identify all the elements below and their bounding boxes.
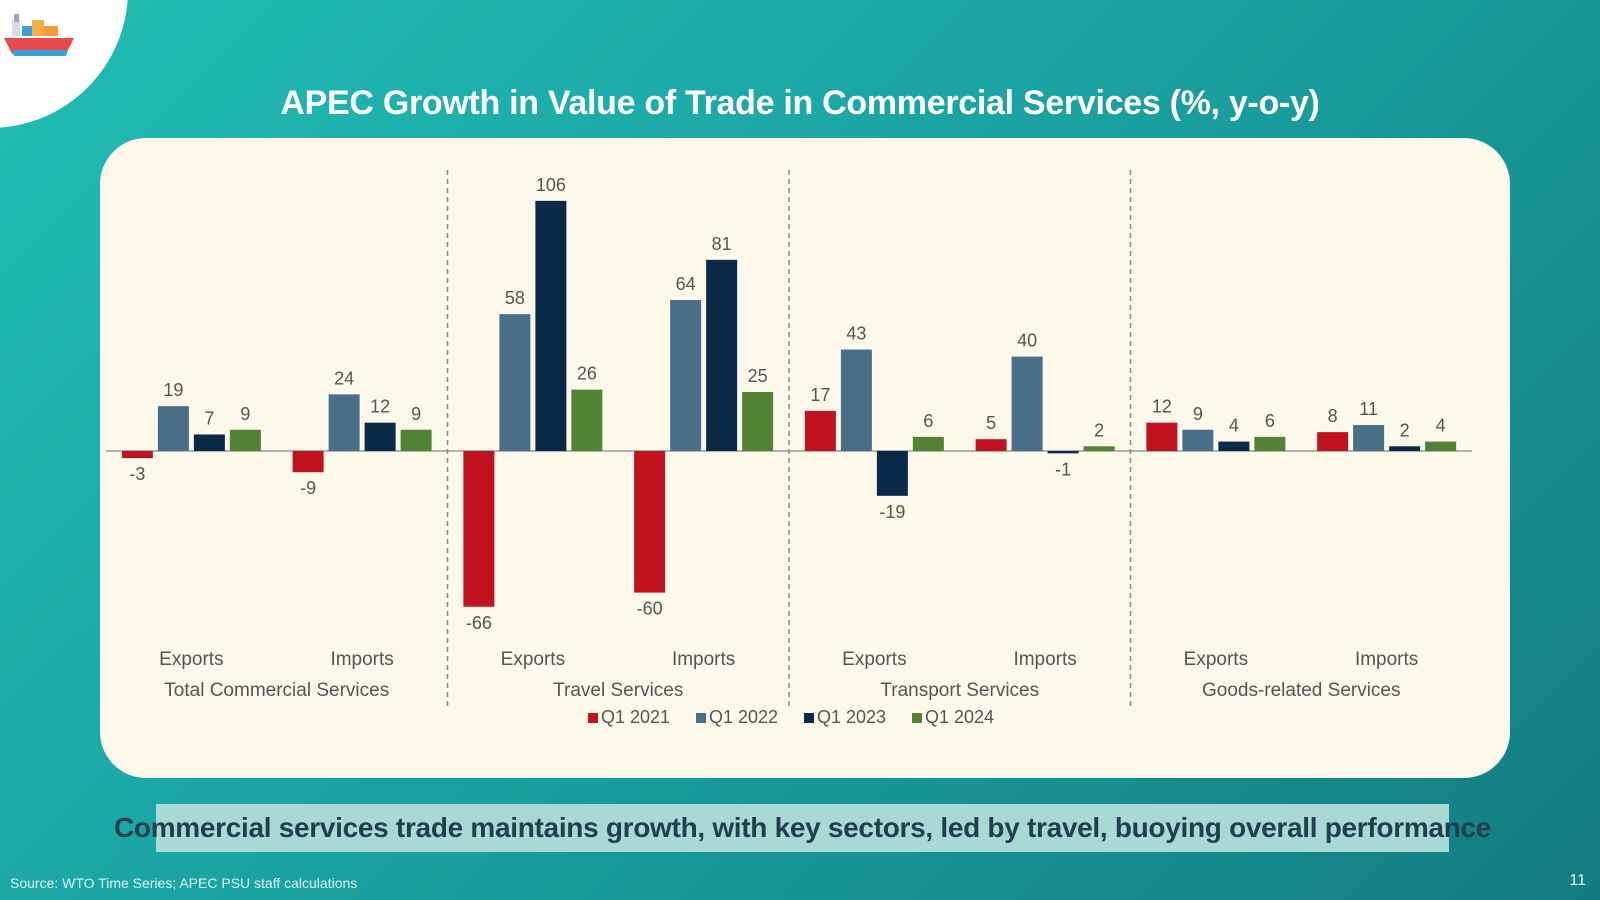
bar-q1-2023 bbox=[1218, 441, 1250, 451]
data-label: 9 bbox=[1193, 404, 1203, 424]
data-label: 6 bbox=[923, 411, 933, 431]
data-label: 81 bbox=[712, 234, 732, 254]
legend-swatch bbox=[588, 713, 598, 723]
bar-q1-2021 bbox=[804, 410, 836, 451]
legend-label: Q1 2024 bbox=[925, 707, 994, 727]
key-takeaway-banner: Commercial services trade maintains grow… bbox=[114, 804, 1491, 852]
category-label: Exports bbox=[501, 649, 565, 670]
bar-q1-2021 bbox=[463, 451, 495, 607]
category-label: Exports bbox=[159, 649, 223, 670]
bar-q1-2021 bbox=[975, 439, 1007, 451]
data-label: 106 bbox=[536, 175, 566, 195]
bar-q1-2021 bbox=[292, 451, 324, 473]
data-label: 5 bbox=[986, 413, 996, 433]
page-number: 11 bbox=[1569, 872, 1586, 889]
data-label: 11 bbox=[1359, 399, 1378, 419]
bar-q1-2024 bbox=[571, 389, 603, 451]
source-note: Source: WTO Time Series; APEC PSU staff … bbox=[10, 875, 358, 891]
bar-q1-2023 bbox=[535, 200, 567, 451]
category-label: Exports bbox=[1184, 649, 1248, 670]
data-label: 43 bbox=[846, 324, 866, 344]
bar-q1-2021 bbox=[634, 451, 666, 593]
legend-label: Q1 2021 bbox=[601, 707, 670, 727]
category-label: Imports bbox=[330, 649, 393, 670]
bar-q1-2022 bbox=[499, 314, 531, 451]
bar-q1-2024 bbox=[1083, 446, 1115, 451]
data-label: -1 bbox=[1055, 459, 1071, 479]
legend-swatch bbox=[804, 713, 814, 723]
bar-q1-2022 bbox=[840, 349, 872, 451]
group-label: Travel Services bbox=[553, 680, 683, 701]
bar-q1-2024 bbox=[229, 429, 261, 451]
data-label: 12 bbox=[1152, 397, 1172, 417]
data-label: 7 bbox=[204, 408, 214, 428]
data-label: -66 bbox=[466, 613, 492, 633]
data-label: 6 bbox=[1265, 411, 1275, 431]
bar-q1-2024 bbox=[400, 429, 432, 451]
bar-q1-2022 bbox=[157, 406, 189, 451]
data-label: -3 bbox=[129, 464, 145, 484]
category-label: Imports bbox=[1355, 649, 1418, 670]
bar-q1-2023 bbox=[706, 259, 738, 451]
bar-q1-2022 bbox=[670, 299, 702, 451]
data-label: 9 bbox=[411, 404, 421, 424]
bar-q1-2022 bbox=[1353, 425, 1385, 451]
data-label: 25 bbox=[748, 366, 768, 386]
bar-q1-2022 bbox=[328, 394, 360, 451]
legend-label: Q1 2022 bbox=[709, 707, 778, 727]
data-label: 8 bbox=[1328, 406, 1338, 426]
data-label: 4 bbox=[1229, 416, 1239, 436]
legend-label: Q1 2023 bbox=[817, 707, 886, 727]
bar-q1-2022 bbox=[1182, 429, 1214, 451]
bar-q1-2021 bbox=[1317, 432, 1349, 451]
cargo-ship-icon bbox=[4, 14, 74, 56]
data-label: 2 bbox=[1400, 420, 1410, 440]
group-label: Goods-related Services bbox=[1202, 680, 1401, 701]
bar-q1-2021 bbox=[121, 451, 153, 459]
bar-q1-2024 bbox=[912, 436, 944, 451]
bar-q1-2024 bbox=[742, 392, 774, 451]
bar-q1-2023 bbox=[364, 422, 396, 451]
data-label: 40 bbox=[1017, 331, 1037, 351]
data-label: 64 bbox=[676, 274, 696, 294]
category-label: Imports bbox=[672, 649, 735, 670]
bar-q1-2023 bbox=[1389, 446, 1421, 451]
data-label: -19 bbox=[879, 502, 905, 522]
bar-q1-2022 bbox=[1011, 356, 1043, 451]
bar-q1-2024 bbox=[1425, 441, 1457, 451]
data-label: 2 bbox=[1094, 420, 1104, 440]
bar-q1-2024 bbox=[1254, 436, 1286, 451]
data-label: -60 bbox=[637, 599, 663, 619]
bar-q1-2023 bbox=[193, 434, 225, 451]
data-label: 9 bbox=[240, 404, 250, 424]
bar-q1-2023 bbox=[876, 451, 908, 496]
legend-swatch bbox=[912, 713, 922, 723]
group-label: Transport Services bbox=[880, 680, 1039, 701]
data-label: 12 bbox=[370, 397, 390, 417]
bar-q1-2023 bbox=[1047, 451, 1079, 454]
legend-swatch bbox=[696, 713, 706, 723]
data-label: 4 bbox=[1436, 416, 1446, 436]
page-title: APEC Growth in Value of Trade in Commerc… bbox=[280, 84, 1320, 122]
data-label: -9 bbox=[300, 478, 316, 498]
category-label: Exports bbox=[842, 649, 906, 670]
data-label: 19 bbox=[163, 380, 183, 400]
bar-q1-2021 bbox=[1146, 422, 1178, 451]
data-label: 24 bbox=[334, 368, 354, 388]
group-label: Total Commercial Services bbox=[164, 680, 389, 701]
chart-panel: -3 19 7 9 Exports -9 24 12 9 Imports Total Commerc… bbox=[100, 138, 1510, 778]
data-label: 58 bbox=[505, 288, 525, 308]
data-label: 17 bbox=[810, 385, 830, 405]
category-label: Imports bbox=[1013, 649, 1076, 670]
data-label: 26 bbox=[577, 364, 597, 384]
